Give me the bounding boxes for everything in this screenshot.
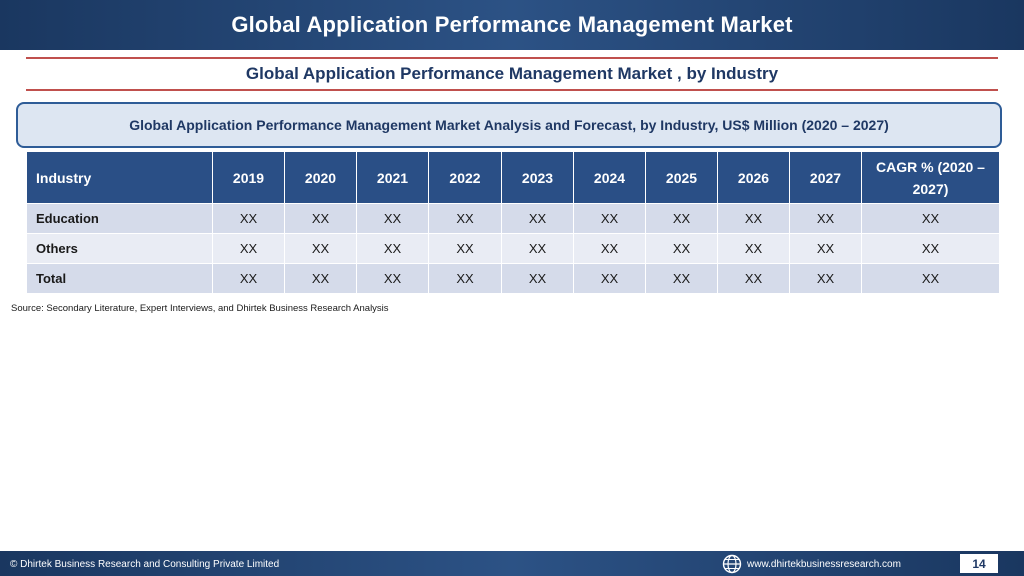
table-cell: XX [717,263,790,294]
copyright-text: © Dhirtek Business Research and Consulti… [10,559,280,570]
market-table: Industry 2019 2020 2021 2022 2023 2024 2… [26,151,1000,294]
table-row: Total XX XX XX XX XX XX XX XX XX XX [26,263,1000,294]
table-cell: XX [501,263,574,294]
table-cell: XX [501,233,574,264]
row-label: Others [26,233,213,264]
table-cell: XX [356,233,429,264]
table-cell: XX [284,203,357,234]
table-cell: XX [573,233,646,264]
website-link[interactable]: www.dhirtekbusinessresearch.com [747,559,901,570]
column-header-2023: 2023 [501,151,574,204]
row-label: Total [26,263,213,294]
table-cell: XX [284,233,357,264]
table-cell: XX [573,263,646,294]
table-cell: XX [645,233,718,264]
row-label: Education [26,203,213,234]
column-header-2020: 2020 [284,151,357,204]
table-cell: XX [861,203,1000,234]
column-header-2027: 2027 [789,151,862,204]
table-cell: XX [645,263,718,294]
table-cell: XX [356,203,429,234]
table-cell: XX [428,203,502,234]
table-cell: XX [573,203,646,234]
column-header-2022: 2022 [428,151,502,204]
table-cell: XX [789,203,862,234]
table-cell: XX [861,263,1000,294]
table-cell: XX [789,233,862,264]
table-row: Others XX XX XX XX XX XX XX XX XX XX [26,233,1000,264]
table-cell: XX [645,203,718,234]
table-caption-text: Global Application Performance Managemen… [129,117,889,133]
source-note: Source: Secondary Literature, Expert Int… [11,303,389,314]
globe-icon [722,554,742,574]
table-cell: XX [212,203,285,234]
table-cell: XX [212,263,285,294]
column-header-2026: 2026 [717,151,790,204]
table-cell: XX [789,263,862,294]
table-caption-banner: Global Application Performance Managemen… [16,102,1002,148]
footer-bar: © Dhirtek Business Research and Consulti… [0,551,1024,576]
subtitle-bottom-divider [26,89,998,91]
table-cell: XX [501,203,574,234]
page-number: 14 [960,554,998,573]
column-header-2024: 2024 [573,151,646,204]
table-cell: XX [284,263,357,294]
column-header-2021: 2021 [356,151,429,204]
column-header-cagr: CAGR % (2020 – 2027) [861,151,1000,204]
table-cell: XX [428,233,502,264]
column-header-industry: Industry [26,151,213,204]
page-title: Global Application Performance Managemen… [231,12,793,37]
table-cell: XX [212,233,285,264]
table-cell: XX [861,233,1000,264]
market-table-container: Industry 2019 2020 2021 2022 2023 2024 2… [26,151,1000,294]
table-header-row: Industry 2019 2020 2021 2022 2023 2024 2… [26,151,1000,204]
subtitle-top-divider [26,57,998,59]
header-bar: Global Application Performance Managemen… [0,0,1024,50]
column-header-2019: 2019 [212,151,285,204]
table-cell: XX [717,233,790,264]
table-cell: XX [428,263,502,294]
section-subtitle: Global Application Performance Managemen… [245,64,779,83]
table-row: Education XX XX XX XX XX XX XX XX XX XX [26,203,1000,234]
table-cell: XX [356,263,429,294]
table-cell: XX [717,203,790,234]
column-header-2025: 2025 [645,151,718,204]
